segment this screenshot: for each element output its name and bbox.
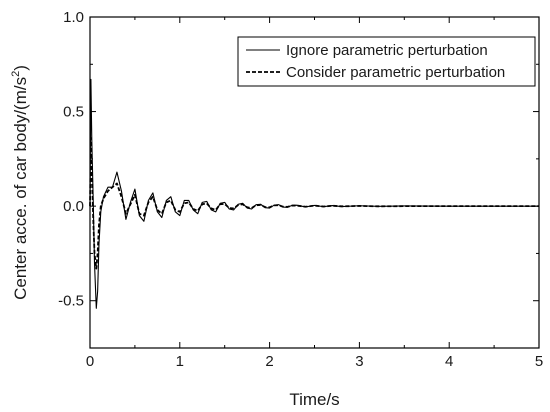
- y-tick-label: -0.5: [58, 293, 84, 310]
- x-tick-label: 1: [176, 353, 184, 370]
- x-tick-label: 4: [445, 353, 453, 370]
- y-axis-title: Center acce. of car body/(m/s2): [10, 65, 30, 300]
- y-tick-label: 0.0: [63, 198, 84, 215]
- x-tick-label: 2: [265, 353, 273, 370]
- y-tick-label: 0.5: [63, 104, 84, 121]
- series-line-ignore: [89, 78, 539, 309]
- x-tick-label: 5: [535, 353, 543, 370]
- legend-label: Consider parametric perturbation: [286, 64, 505, 81]
- y-tick-label: 1.0: [63, 9, 84, 26]
- legend-label: Ignore parametric perturbation: [286, 42, 488, 59]
- legend-box: [237, 36, 536, 87]
- series-line-consider: [89, 137, 539, 270]
- x-tick-label: 3: [355, 353, 363, 370]
- x-tick-label: 0: [86, 353, 94, 370]
- x-axis-title: Time/s: [289, 390, 339, 409]
- plot-area: 0 1 2 3 4 5 -0.5 0.0 0.5 1.0 Ignore parametric per…: [10, 9, 543, 409]
